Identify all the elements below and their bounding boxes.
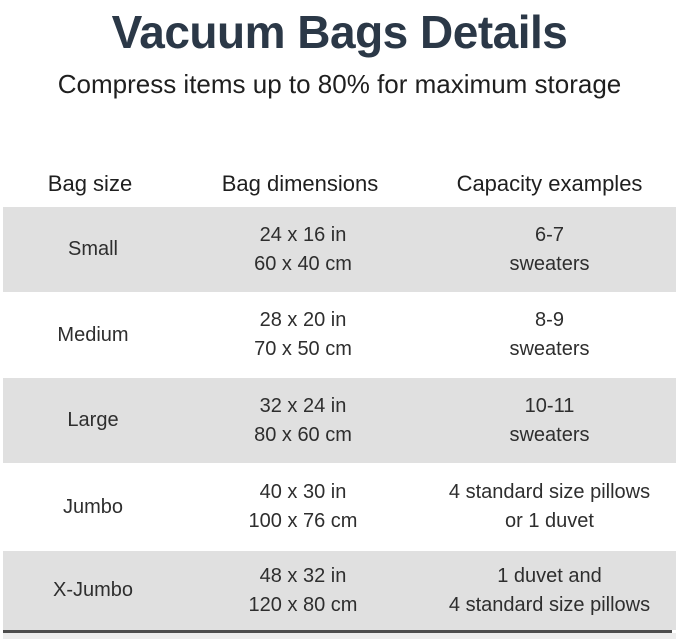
table-row-large: Large 32 x 24 in 80 x 60 cm 10-11 sweate… <box>3 378 676 463</box>
bag-size-cell: Medium <box>57 323 129 346</box>
page-title: Vacuum Bags Details <box>111 6 568 58</box>
column-header-bag-size: Bag size <box>47 171 133 196</box>
dimensions-cm: 100 x 76 cm <box>248 510 358 532</box>
dimensions-cell: 28 x 20 in 70 x 50 cm <box>183 306 423 364</box>
dimensions-cm: 80 x 60 cm <box>254 423 352 446</box>
capacity-line-2: 4 standard size pillows <box>448 593 651 616</box>
capacity-cell: 4 standard size pillows or 1 duvet <box>423 478 676 536</box>
table-row-jumbo: Jumbo 40 x 30 in 100 x 76 cm 4 standard … <box>3 463 676 551</box>
capacity-line-1: 10-11 <box>524 394 575 417</box>
bag-size-cell: Jumbo <box>62 495 124 518</box>
table-row-small: Small 24 x 16 in 60 x 40 cm 6-7 sweaters <box>3 207 676 292</box>
capacity-line-1: 6-7 <box>535 223 564 246</box>
capacity-line-1: 8-9 <box>535 309 564 331</box>
bottom-strip <box>3 633 676 639</box>
capacity-line-1: 1 duvet and <box>497 564 602 587</box>
dimensions-inches: 24 x 16 in <box>259 223 347 246</box>
capacity-cell: 8-9 sweaters <box>423 306 676 364</box>
capacity-line-2: sweaters <box>509 423 590 446</box>
bag-size-cell: Small <box>67 238 118 260</box>
table-header-row: Bag size Bag dimensions Capacity example… <box>0 165 679 203</box>
column-header-capacity-examples: Capacity examples <box>456 171 643 196</box>
capacity-line-1: 4 standard size pillows <box>448 481 651 503</box>
dimensions-cell: 40 x 30 in 100 x 76 cm <box>183 478 423 536</box>
bag-size-cell: Large <box>67 409 119 431</box>
capacity-cell: 10-11 sweaters <box>423 392 676 450</box>
table-row-medium: Medium 28 x 20 in 70 x 50 cm 8-9 sweater… <box>3 292 676 378</box>
dimensions-inches: 40 x 30 in <box>259 481 347 503</box>
capacity-line-2: sweaters <box>509 252 590 275</box>
dimensions-cm: 60 x 40 cm <box>254 252 352 275</box>
bag-size-table: Small 24 x 16 in 60 x 40 cm 6-7 sweaters… <box>0 207 679 630</box>
bottom-divider-line <box>3 630 672 633</box>
bag-size-cell: X-Jumbo <box>52 579 134 601</box>
dimensions-cell: 48 x 32 in 120 x 80 cm <box>183 562 423 620</box>
dimensions-inches: 28 x 20 in <box>259 309 347 331</box>
dimensions-inches: 48 x 32 in <box>259 564 347 587</box>
dimensions-cell: 32 x 24 in 80 x 60 cm <box>183 392 423 450</box>
dimensions-cm: 70 x 50 cm <box>254 338 352 360</box>
capacity-line-2: sweaters <box>509 338 590 360</box>
dimensions-cell: 24 x 16 in 60 x 40 cm <box>183 221 423 279</box>
capacity-cell: 1 duvet and 4 standard size pillows <box>423 562 676 620</box>
capacity-cell: 6-7 sweaters <box>423 221 676 279</box>
dimensions-inches: 32 x 24 in <box>259 394 347 417</box>
column-header-bag-dimensions: Bag dimensions <box>221 171 379 196</box>
table-row-x-jumbo: X-Jumbo 48 x 32 in 120 x 80 cm 1 duvet a… <box>3 551 676 630</box>
dimensions-cm: 120 x 80 cm <box>248 593 358 616</box>
capacity-line-2: or 1 duvet <box>505 510 594 532</box>
page-subtitle: Compress items up to 80% for maximum sto… <box>57 69 622 99</box>
